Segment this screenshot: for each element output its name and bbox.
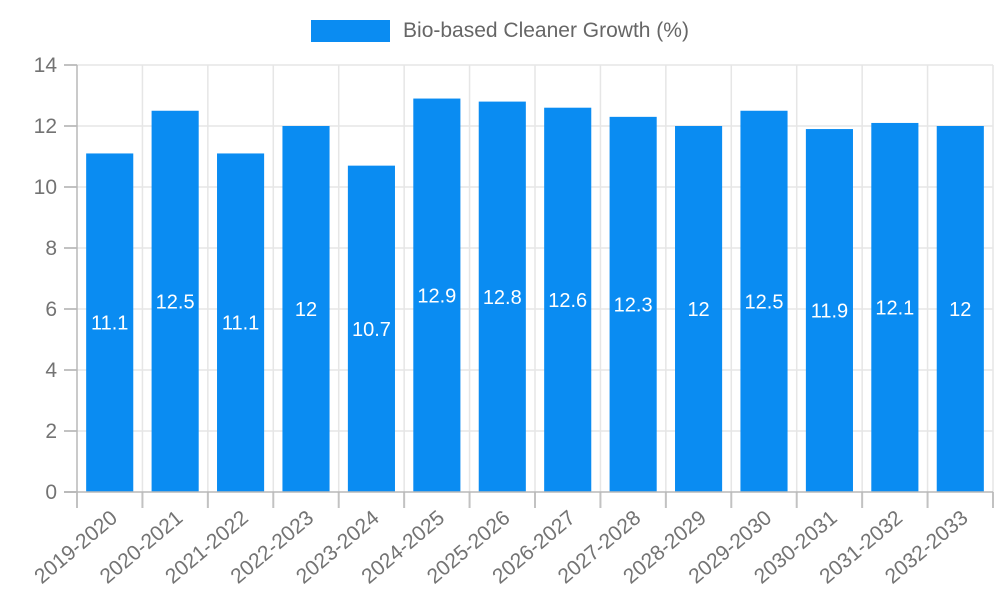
bar[interactable] — [478, 101, 526, 492]
bar-value-label: 12 — [687, 299, 709, 321]
bar-value-label: 12.5 — [156, 291, 195, 313]
bar[interactable] — [282, 126, 330, 492]
bar[interactable] — [740, 110, 788, 492]
bar-value-label: 12.3 — [614, 294, 653, 316]
y-tick-label: 4 — [45, 359, 57, 382]
bar[interactable] — [871, 122, 919, 492]
bar[interactable] — [544, 107, 592, 492]
bar-value-label: 12.8 — [483, 287, 522, 309]
bar-value-label: 12 — [295, 299, 317, 321]
bar[interactable] — [675, 126, 723, 492]
bar[interactable] — [86, 153, 134, 492]
bar[interactable] — [347, 165, 395, 492]
bar-value-label: 12.9 — [417, 285, 456, 307]
y-tick-label: 2 — [45, 420, 57, 443]
bar[interactable] — [413, 98, 461, 493]
bar[interactable] — [805, 129, 853, 493]
y-tick-label: 14 — [34, 54, 58, 77]
bar-value-label: 11.9 — [811, 301, 848, 323]
bar-value-label: 11.1 — [222, 313, 259, 335]
bar[interactable] — [609, 116, 657, 492]
legend[interactable]: Bio-based Cleaner Growth (%) — [0, 20, 1000, 42]
legend-swatch — [311, 20, 391, 42]
legend-label: Bio-based Cleaner Growth (%) — [403, 19, 689, 42]
bar-value-label: 12 — [949, 299, 971, 321]
bar[interactable] — [151, 110, 199, 492]
bar-value-label: 11.1 — [91, 313, 128, 335]
y-tick-label: 0 — [45, 481, 57, 504]
bar-value-label: 12.5 — [745, 291, 784, 313]
bar[interactable] — [217, 153, 265, 492]
bar[interactable] — [936, 126, 984, 492]
bar-value-label: 12.1 — [875, 297, 914, 319]
bar-value-label: 12.6 — [548, 290, 587, 312]
y-tick-label: 10 — [34, 176, 57, 199]
bar-value-label: 10.7 — [352, 319, 391, 341]
y-tick-label: 8 — [45, 237, 57, 260]
y-tick-label: 12 — [34, 115, 57, 138]
y-tick-label: 6 — [45, 298, 57, 321]
